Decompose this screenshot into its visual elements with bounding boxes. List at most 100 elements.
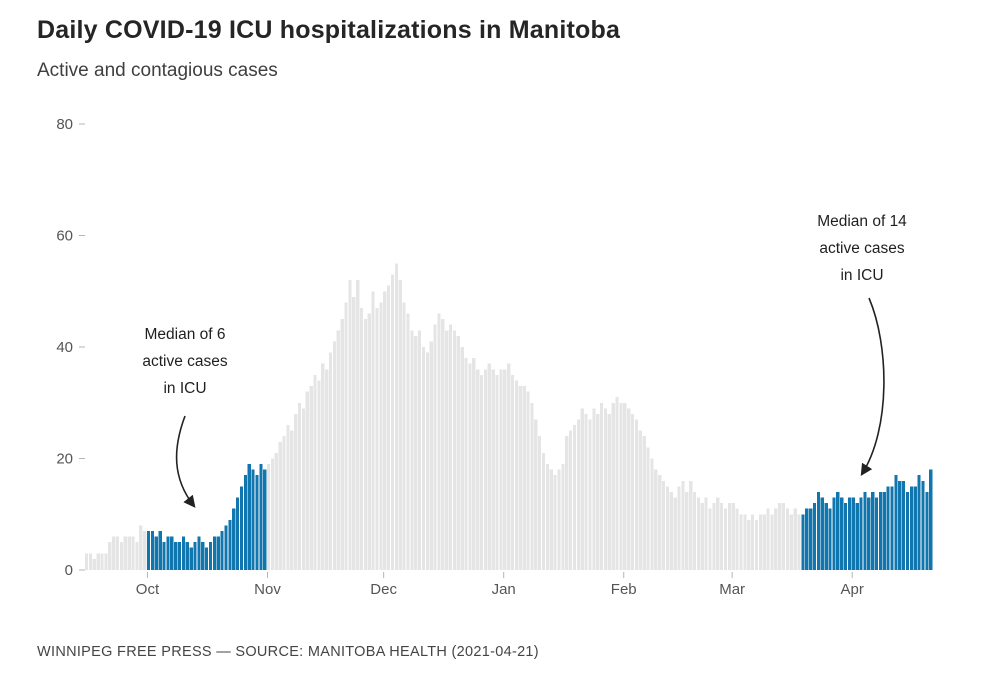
bar (487, 363, 491, 571)
bar (770, 514, 774, 570)
x-axis-month-label: Feb (611, 581, 637, 598)
bar-highlighted (886, 486, 890, 571)
annotation-line: in ICU (163, 380, 207, 397)
bar (592, 408, 596, 570)
bar (352, 296, 356, 570)
bar (85, 553, 89, 570)
bar-highlighted (925, 491, 929, 570)
bar-highlighted (232, 508, 236, 571)
bar-highlighted (832, 497, 836, 570)
bar-highlighted (263, 469, 267, 570)
bar (658, 475, 662, 571)
x-axis-month-label: Apr (841, 581, 864, 598)
bar-highlighted (863, 491, 867, 570)
bar (433, 324, 437, 570)
bar (510, 374, 515, 571)
x-axis-month-label: Dec (370, 581, 397, 598)
bar (340, 319, 344, 571)
bar (445, 330, 449, 570)
bar (553, 475, 557, 571)
bar (437, 313, 441, 570)
bar (317, 380, 321, 570)
bar-highlighted (898, 480, 902, 570)
bar (619, 402, 623, 570)
bar (692, 491, 697, 570)
bar-highlighted (154, 536, 158, 570)
bar (104, 553, 108, 570)
bar (429, 341, 433, 570)
bar (332, 341, 337, 570)
x-axis-month-label: Oct (136, 581, 160, 598)
bar (638, 430, 642, 571)
bar (754, 519, 759, 571)
bar (541, 452, 546, 571)
bar (123, 536, 127, 570)
bar (781, 503, 786, 570)
bar (565, 436, 569, 570)
bar (495, 374, 499, 571)
bar-highlighted (878, 491, 882, 570)
bar (774, 508, 778, 571)
bar (294, 413, 298, 570)
bar-highlighted (236, 497, 240, 570)
bar-highlighted (255, 475, 259, 571)
bar-highlighted (824, 503, 828, 570)
annotation-line: active cases (142, 353, 228, 370)
annotation-arrow-left (175, 415, 196, 508)
bar-highlighted (185, 542, 189, 571)
bar (596, 413, 600, 570)
x-axis: Oct Nov Dec Jan Feb Mar Apr (136, 572, 864, 598)
bar-highlighted (809, 508, 813, 571)
bar (379, 302, 383, 570)
bar (452, 330, 457, 570)
bar (328, 352, 333, 570)
bar-highlighted (247, 464, 251, 570)
bar-highlighted (181, 536, 185, 570)
bar (731, 503, 735, 570)
bar (646, 447, 650, 570)
bar (394, 263, 398, 571)
annotation-median-oct: Median of 6 active cases in ICU (100, 321, 270, 402)
bar (561, 464, 565, 570)
bar (607, 413, 611, 570)
bar (414, 335, 418, 570)
bars-layer (85, 263, 933, 571)
bar-highlighted (189, 547, 193, 570)
bar (464, 358, 468, 570)
bar-highlighted (812, 503, 817, 570)
bar-highlighted (193, 542, 197, 571)
bar-highlighted (158, 530, 162, 570)
bar (286, 425, 290, 570)
bar-highlighted (894, 475, 898, 571)
x-axis-month-label: Mar (719, 581, 745, 598)
bar (569, 430, 573, 571)
bar-highlighted (828, 508, 832, 571)
bar (789, 514, 793, 570)
bar (576, 419, 580, 571)
bar (367, 313, 371, 570)
bar (282, 436, 286, 570)
y-axis-tick-label: 0 (65, 562, 73, 579)
bar (371, 291, 375, 570)
bar-highlighted (251, 469, 255, 570)
bar (448, 324, 453, 570)
bar-highlighted (921, 480, 925, 570)
bar (325, 369, 329, 570)
bar (785, 508, 790, 571)
bar (390, 274, 395, 570)
bar-highlighted (890, 486, 894, 571)
bar (309, 386, 313, 570)
bar-highlighted (197, 536, 201, 570)
bar (290, 430, 294, 571)
y-axis-tick-label: 20 (56, 451, 73, 468)
bar (630, 413, 635, 570)
bar-highlighted (212, 536, 216, 570)
bar (689, 480, 693, 570)
bar (375, 307, 379, 570)
bar-highlighted (867, 497, 871, 570)
bar (418, 330, 422, 570)
chart-subtitle: Active and contagious cases (37, 60, 278, 81)
bar-highlighted (177, 542, 182, 571)
bar-highlighted (851, 497, 855, 570)
bar-highlighted (146, 530, 151, 570)
